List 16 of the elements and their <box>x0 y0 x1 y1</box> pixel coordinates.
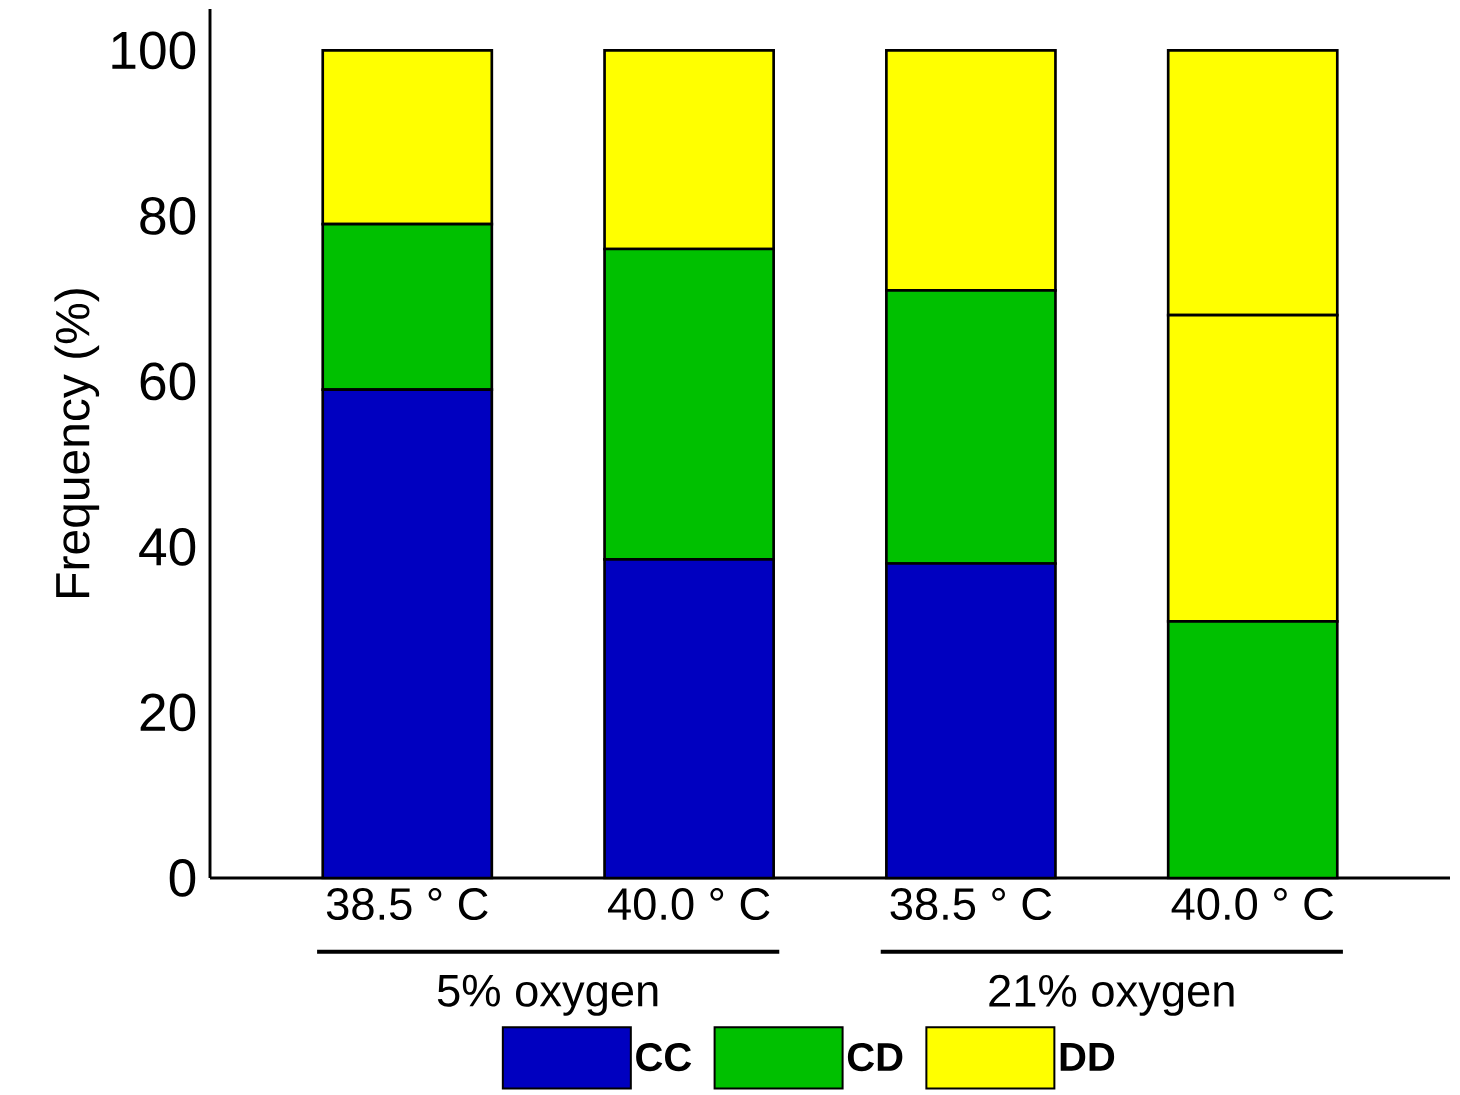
x-tick-label: 40.0 ° C <box>608 888 770 921</box>
text: 5% oxygen <box>437 974 658 1016</box>
legend-label: DD <box>1060 1043 1115 1071</box>
legend-label: CD <box>847 1042 903 1072</box>
y-tick-label: 100 <box>112 31 196 70</box>
x-tick-label: 40.0 ° C <box>1171 888 1334 921</box>
y-tick-label: 60 <box>140 362 196 401</box>
text: 21% oxygen <box>989 974 1234 1016</box>
y-tick-label: 20 <box>140 693 196 732</box>
legend-label: CC <box>636 1042 692 1072</box>
y-tick-label: 0 <box>169 859 196 897</box>
x-tick-label: 38.5 ° C <box>890 888 1052 921</box>
y-tick-label: 80 <box>140 197 196 235</box>
x-tick-label: 38.5 ° C <box>326 888 488 921</box>
y-axis-title: Frequency (%) <box>54 289 100 597</box>
y-tick-label: 40 <box>139 528 196 566</box>
